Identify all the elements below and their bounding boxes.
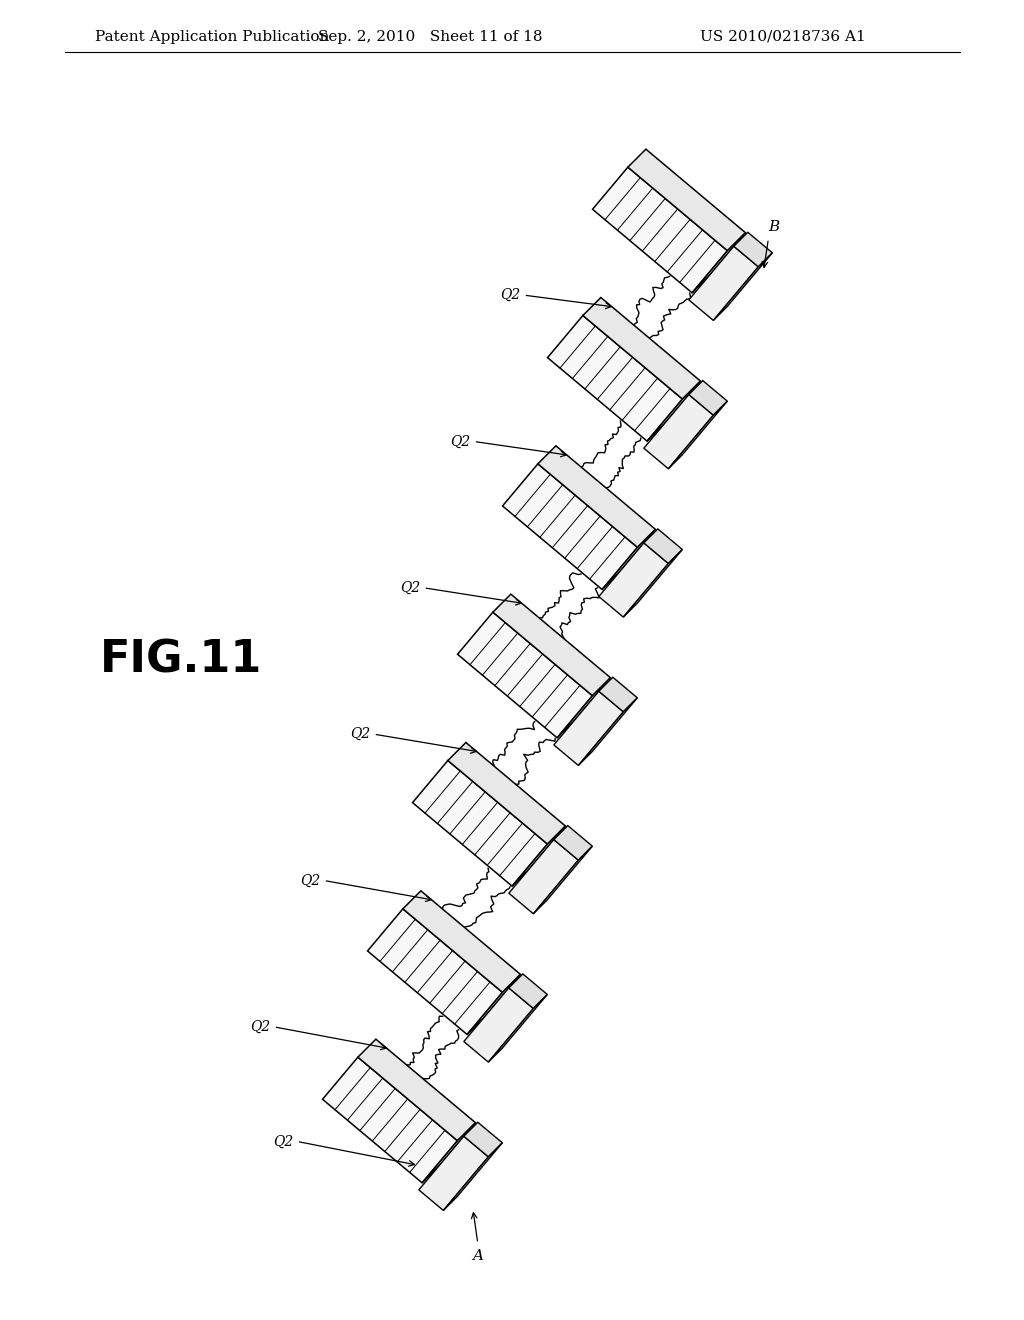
Polygon shape [644,529,682,564]
Polygon shape [714,253,772,321]
Polygon shape [624,549,682,618]
Polygon shape [602,529,655,590]
Polygon shape [554,825,592,861]
Text: Q2: Q2 [273,1134,294,1148]
Polygon shape [464,1122,503,1156]
Polygon shape [447,742,565,843]
Polygon shape [579,698,637,766]
Polygon shape [402,891,520,993]
Polygon shape [548,315,682,441]
Polygon shape [599,677,637,711]
Polygon shape [583,297,700,399]
Polygon shape [593,168,727,293]
Text: B: B [768,220,779,235]
Polygon shape [493,594,610,696]
Text: Q2: Q2 [350,727,371,741]
Text: A: A [472,1249,483,1263]
Polygon shape [467,974,520,1035]
Polygon shape [534,846,592,913]
Polygon shape [443,1143,503,1210]
Polygon shape [368,908,503,1035]
Polygon shape [357,1039,475,1140]
Polygon shape [647,381,700,441]
Polygon shape [557,677,610,738]
Polygon shape [464,987,534,1063]
Polygon shape [628,149,745,251]
Text: FIG.11: FIG.11 [100,639,262,681]
Polygon shape [669,401,727,469]
Polygon shape [488,994,548,1063]
Polygon shape [599,543,669,618]
Polygon shape [512,826,565,886]
Polygon shape [509,840,579,913]
Text: Q2: Q2 [501,288,520,302]
Polygon shape [419,1137,488,1210]
Text: Patent Application Publication: Patent Application Publication [95,30,330,44]
Text: US 2010/0218736 A1: US 2010/0218736 A1 [700,30,865,44]
Polygon shape [413,760,548,886]
Polygon shape [509,974,548,1008]
Polygon shape [458,612,593,738]
Polygon shape [323,1057,458,1183]
Polygon shape [554,692,624,766]
Text: Sep. 2, 2010   Sheet 11 of 18: Sep. 2, 2010 Sheet 11 of 18 [317,30,543,44]
Text: Q2: Q2 [250,1020,270,1034]
Text: Q2: Q2 [451,434,470,449]
Polygon shape [422,1123,475,1183]
Polygon shape [644,395,714,469]
Polygon shape [503,463,638,590]
Polygon shape [689,380,727,416]
Polygon shape [692,232,745,293]
Polygon shape [734,232,772,267]
Polygon shape [538,446,655,548]
Text: Q2: Q2 [300,874,321,887]
Polygon shape [689,247,759,321]
Text: Q2: Q2 [400,581,421,595]
